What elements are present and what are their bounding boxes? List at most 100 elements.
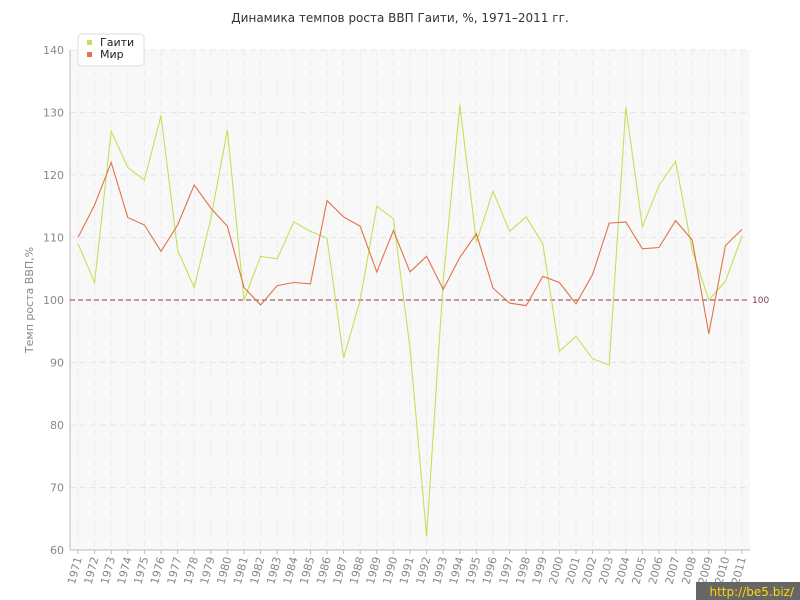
y-tick-label: 140: [43, 44, 64, 57]
series-line-world: [77, 160, 743, 334]
data-point: [641, 248, 643, 250]
data-point: [691, 239, 693, 241]
data-point: [276, 258, 278, 260]
y-tick-label: 90: [50, 357, 64, 370]
data-point: [110, 130, 112, 132]
legend-swatch-world: [87, 52, 92, 57]
data-point: [724, 280, 726, 282]
data-point: [591, 273, 593, 275]
data-point: [724, 244, 726, 246]
data-point: [708, 333, 710, 335]
data-point: [558, 350, 560, 352]
legend-swatch-haiti: [87, 40, 92, 45]
data-point: [409, 347, 411, 349]
data-point: [641, 226, 643, 228]
data-point: [674, 219, 676, 221]
data-point: [425, 255, 427, 257]
y-ticks: 60 70 80 90 100 110 120 130 140: [43, 44, 64, 557]
data-point: [608, 222, 610, 224]
data-point: [608, 364, 610, 366]
data-point: [741, 228, 743, 230]
data-point: [309, 283, 311, 285]
data-point: [143, 224, 145, 226]
series: [77, 104, 743, 537]
data-point: [210, 207, 212, 209]
data-point: [176, 224, 178, 226]
y-tick-label: 70: [50, 482, 64, 495]
data-point: [210, 218, 212, 220]
series-line-haiti: [77, 104, 743, 537]
data-point: [708, 299, 710, 301]
data-point: [326, 199, 328, 201]
x-ticks: 1971197219731974197519761977197819791980…: [65, 550, 749, 586]
y-tick-label: 120: [43, 169, 64, 182]
data-point: [508, 230, 510, 232]
y-tick-label: 60: [50, 544, 64, 557]
data-point: [376, 205, 378, 207]
data-point: [143, 179, 145, 181]
data-point: [226, 129, 228, 131]
data-point: [691, 249, 693, 251]
y-axis-label: Темп роста ВВП,%: [23, 247, 36, 354]
data-point: [459, 256, 461, 258]
data-point: [342, 216, 344, 218]
data-point: [293, 221, 295, 223]
data-point: [525, 216, 527, 218]
data-point: [326, 237, 328, 239]
data-point: [392, 229, 394, 231]
data-point: [492, 190, 494, 192]
data-point: [93, 204, 95, 206]
data-point: [376, 271, 378, 273]
data-point: [243, 299, 245, 301]
data-point: [243, 286, 245, 288]
watermark-link[interactable]: http://be5.biz/: [709, 585, 794, 599]
data-point: [525, 304, 527, 306]
data-point: [459, 104, 461, 106]
data-point: [492, 287, 494, 289]
legend-label-haiti: Гаити: [100, 36, 134, 49]
data-point: [77, 236, 79, 238]
data-point: [658, 246, 660, 248]
y-tick-label: 110: [43, 232, 64, 245]
data-point: [475, 233, 477, 235]
data-point: [542, 275, 544, 277]
data-point: [127, 166, 129, 168]
data-point: [127, 216, 129, 218]
y-tick-label: 80: [50, 419, 64, 432]
data-point: [558, 281, 560, 283]
data-point: [359, 299, 361, 301]
data-point: [442, 280, 444, 282]
data-point: [160, 114, 162, 116]
data-point: [259, 304, 261, 306]
data-point: [359, 225, 361, 227]
data-point: [475, 241, 477, 243]
data-point: [110, 161, 112, 163]
y-tick-label: 100: [43, 294, 64, 307]
data-point: [276, 284, 278, 286]
data-point: [193, 184, 195, 186]
data-point: [392, 218, 394, 220]
legend: Гаити Мир: [77, 33, 145, 67]
data-point: [77, 243, 79, 245]
data-point: [226, 225, 228, 227]
y-tick-label: 130: [43, 107, 64, 120]
data-point: [193, 286, 195, 288]
data-point: [591, 358, 593, 360]
data-point: [625, 221, 627, 223]
data-point: [293, 281, 295, 283]
data-point: [342, 357, 344, 359]
reference-line-label: 100: [752, 296, 769, 306]
data-point: [93, 281, 95, 283]
reference-line-group: 100: [70, 296, 769, 306]
watermark-background: [696, 582, 800, 600]
data-point: [425, 535, 427, 537]
data-point: [309, 230, 311, 232]
data-point: [575, 303, 577, 305]
data-point: [442, 288, 444, 290]
data-point: [508, 302, 510, 304]
data-point: [542, 243, 544, 245]
data-point: [741, 235, 743, 237]
data-point: [674, 160, 676, 162]
data-point: [625, 106, 627, 108]
